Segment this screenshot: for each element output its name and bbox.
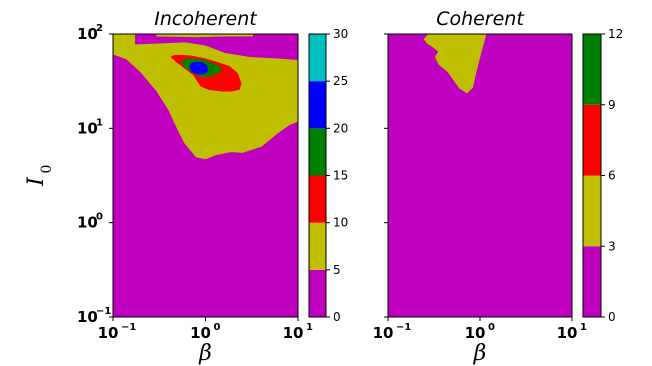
x-tick-label: 10 1 [283, 322, 313, 342]
x-axis-label: β [473, 341, 487, 366]
x-axis-label: β [198, 341, 212, 366]
y-tick-exponent: 1 [96, 117, 103, 128]
colorbar-segment [583, 246, 601, 317]
x-tick-base: 10 [98, 324, 119, 342]
colorbar-segment [309, 222, 326, 270]
colorbar-tick-label: 25 [333, 74, 348, 88]
colorbar-segment [309, 175, 326, 223]
y-tick-exponent: 0 [96, 212, 103, 223]
x-tick-label: 10 −1 [98, 322, 137, 342]
y-tick-base: 10 [77, 308, 98, 326]
plot-title: Incoherent [154, 8, 258, 30]
x-tick-base: 10 [465, 324, 486, 342]
x-tick-exponent: 0 [488, 322, 495, 333]
colorbar-segment [583, 104, 601, 176]
colorbar-tick-label: 9 [608, 98, 616, 112]
colorbar-tick-label: 20 [333, 121, 348, 135]
contour-region-2 [156, 34, 253, 38]
contour-region-5 [189, 61, 209, 75]
colorbar-segment [309, 81, 326, 129]
colorbar: 0 5 10 15 20 25 30 [308, 27, 348, 324]
y-tick-exponent: 2 [96, 23, 103, 34]
colorbar-tick-label: 3 [608, 239, 616, 253]
colorbar-segment [583, 34, 601, 105]
x-tick-exponent: 1 [306, 322, 313, 333]
x-tick-exponent: 1 [580, 322, 587, 333]
y-axis-label: I0 [24, 165, 55, 187]
colorbar-tick-label: 0 [608, 310, 616, 324]
colorbar-segment [309, 128, 326, 176]
contour-region-1 [423, 34, 487, 94]
x-tick-label: 10 0 [190, 322, 220, 342]
colorbar-tick-label: 6 [608, 169, 616, 183]
contour-regions [113, 34, 298, 160]
y-tick-label: 102 [77, 23, 103, 43]
x-tick-exponent: −1 [396, 322, 411, 333]
x-tick-base: 10 [190, 324, 211, 342]
y-tick-label: 10−1 [77, 306, 111, 326]
colorbar-tick-label: 0 [333, 310, 341, 324]
colorbar-segment [583, 175, 601, 247]
colorbar-tick-label: 15 [333, 169, 348, 183]
colorbar-tick-label: 12 [608, 27, 623, 41]
colorbar-tick-label: 5 [333, 263, 341, 277]
y-axis-label-subscript: 0 [39, 165, 55, 174]
y-tick-base: 10 [77, 214, 98, 232]
y-axis-label-main: I [24, 176, 49, 187]
x-tick-label: 10 0 [465, 322, 495, 342]
x-tick-exponent: −1 [121, 322, 136, 333]
y-tick-base: 10 [77, 25, 98, 43]
colorbar: 0 3 6 9 12 [582, 27, 623, 324]
y-tick-base: 10 [77, 119, 98, 137]
colorbar-segment [309, 269, 326, 317]
colorbar-tick-label: 30 [333, 27, 348, 41]
x-tick-base: 10 [373, 324, 394, 342]
x-tick-base: 10 [283, 324, 304, 342]
contour-region-base [388, 34, 572, 317]
y-tick-label: 101 [77, 117, 103, 137]
colorbar-tick-label: 10 [333, 216, 348, 230]
colorbar-segment [309, 34, 326, 82]
y-tick-label: 100 [77, 212, 103, 232]
x-tick-label: 10 1 [557, 322, 587, 342]
plot-title: Coherent [436, 8, 525, 30]
y-tick-exponent: −1 [96, 306, 111, 317]
x-tick-label: 10 −1 [373, 322, 412, 342]
contour-regions [423, 34, 487, 94]
x-tick-base: 10 [557, 324, 578, 342]
x-tick-exponent: 0 [214, 322, 221, 333]
contour-region-1 [113, 34, 298, 160]
